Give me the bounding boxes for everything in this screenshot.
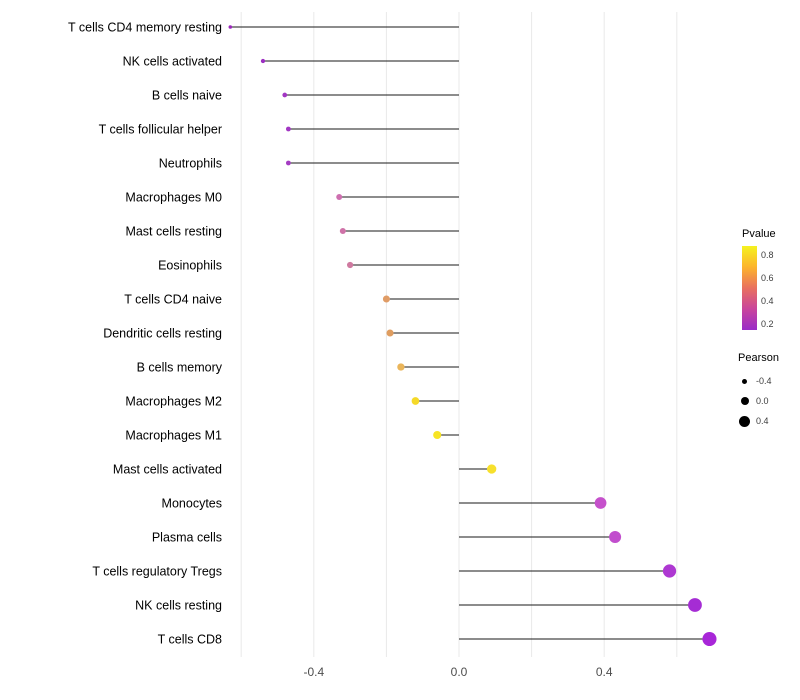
size-legend-label: 0.4 [756,416,769,426]
lollipop-dot [433,430,442,440]
size-legend-row: 0.0 [738,391,779,411]
lollipop-dot [382,295,390,303]
category-label: Macrophages M1 [125,429,222,443]
lollipop-dot [487,464,497,474]
lollipop-dot [688,598,702,612]
size-legend-dot [739,415,750,427]
lollipop-dot [285,126,291,132]
x-axis-tick-label: -0.4 [303,665,324,679]
category-label: Plasma cells [152,531,222,545]
lollipop-dot [594,497,607,509]
pvalue-colorbar [742,246,757,330]
category-label: T cells CD4 naive [124,293,222,307]
category-label: NK cells activated [123,55,222,69]
lollipop-dot [662,564,677,578]
x-axis-tick-label: 0.4 [596,665,613,679]
lollipop-dot [609,530,622,544]
category-label: Mast cells resting [125,225,222,239]
size-legend-dot [742,378,747,384]
lollipop-dot [339,227,346,235]
lollipop-dot [411,397,420,405]
colorbar-tick-label: 0.2 [761,319,774,329]
category-label: Mast cells activated [113,463,222,477]
lollipop-dot [285,160,291,166]
pvalue-colorbar-ticks: 0.8 0.6 0.4 0.2 [761,246,785,330]
size-legend-label: -0.4 [756,376,772,386]
category-label: Macrophages M0 [125,191,222,205]
x-axis-tick-label: 0.0 [451,665,468,679]
category-label: Macrophages M2 [125,395,222,409]
size-legend-label: 0.0 [756,396,769,406]
lollipop-dot [397,363,405,371]
colorbar-tick-label: 0.8 [761,250,774,260]
lollipop-dot [282,92,288,98]
lollipop-dot [260,58,266,64]
category-label: T cells follicular helper [99,123,222,137]
colorbar-tick-label: 0.4 [761,296,774,306]
category-label: Neutrophils [159,157,222,171]
category-label: Eosinophils [158,259,222,273]
category-label: B cells naive [152,89,222,103]
lollipop-dot [702,631,717,647]
category-label: B cells memory [137,361,223,375]
size-legend-dot [740,397,749,405]
size-legend-row: 0.4 [738,411,779,431]
category-label: T cells CD4 memory resting [68,21,222,35]
pvalue-legend-title: Pvalue [742,228,776,240]
pvalue-legend: Pvalue 0.8 0.6 0.4 0.2 [742,228,785,330]
lollipop-dot [336,194,343,200]
category-label: Monocytes [162,497,222,511]
category-label: T cells regulatory Tregs [92,565,222,579]
pearson-legend-title: Pearson [738,352,779,364]
colorbar-tick-label: 0.6 [761,273,774,283]
category-label: Dendritic cells resting [103,327,222,341]
category-label: T cells CD8 [158,633,222,647]
category-label: NK cells resting [135,599,222,613]
lollipop-dot [347,261,354,269]
pearson-legend: Pearson -0.4 0.0 0.4 [738,352,779,431]
lollipop-dot [228,25,233,29]
size-legend-row: -0.4 [738,371,779,391]
lollipop-dot [386,329,394,337]
